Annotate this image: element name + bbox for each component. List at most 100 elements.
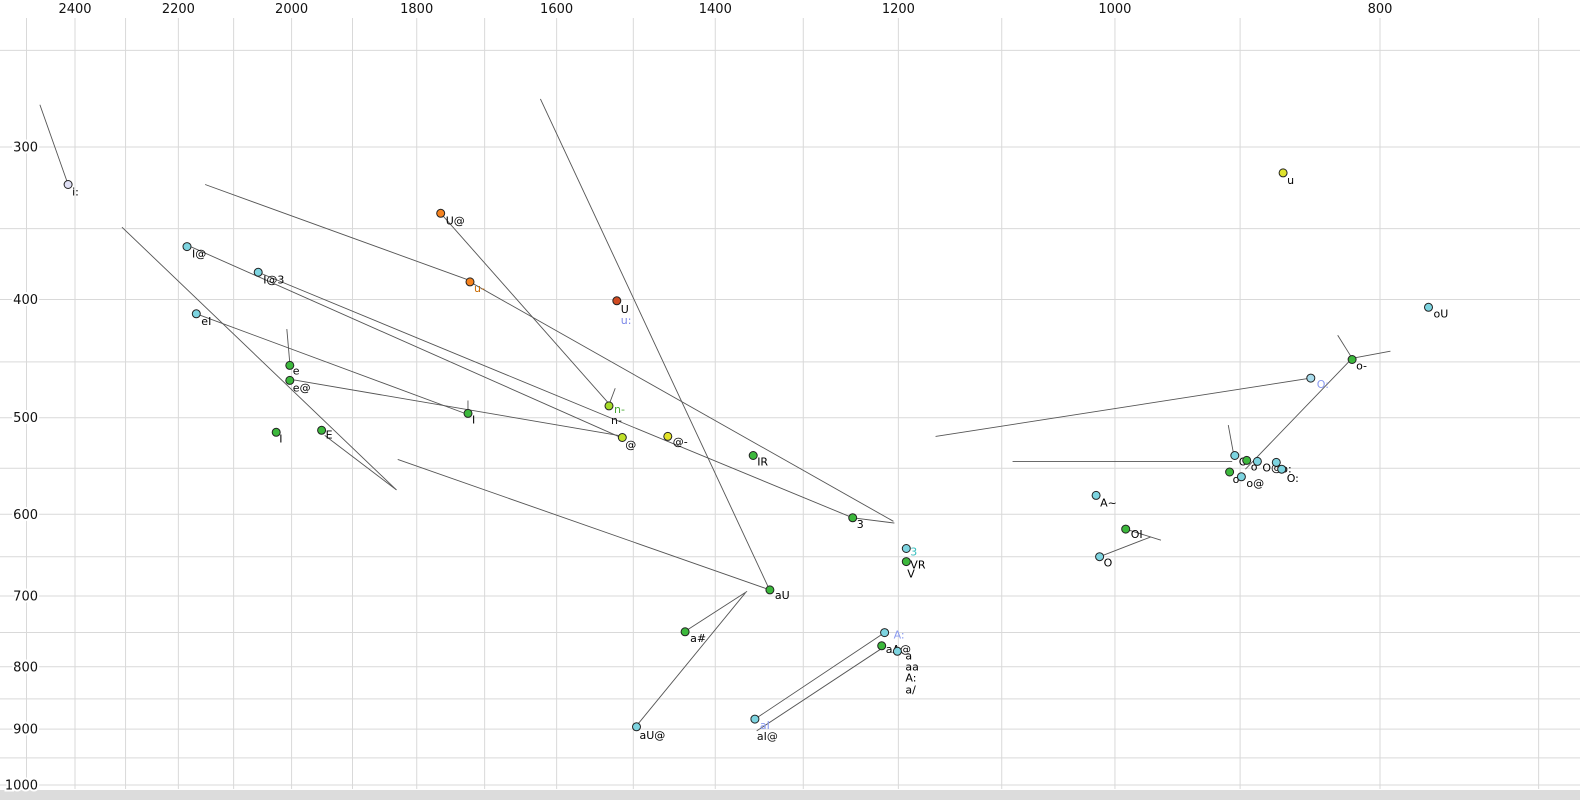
data-point-O: — [1306, 373, 1316, 383]
trajectory-line-0 — [39, 104, 69, 185]
point-label-a#: a# — [690, 632, 706, 645]
point-label-aU@: aU@ — [640, 729, 666, 742]
point-label-aI@: aI@ — [757, 730, 778, 743]
data-point-e@ — [285, 375, 295, 385]
trajectory-line-17 — [1099, 536, 1152, 558]
data-point-u- — [465, 277, 475, 287]
trajectory-line-6 — [196, 313, 469, 415]
point-label-I: I — [472, 413, 475, 426]
trajectory-line-21 — [1337, 335, 1352, 357]
y-tick-label-1000: 1000 — [5, 779, 38, 794]
trajectory-line-16 — [1125, 528, 1162, 541]
bottom-strip — [0, 790, 1580, 800]
trajectory-line-22 — [1227, 424, 1234, 454]
y-tick-label-800: 800 — [13, 660, 38, 675]
trajectory-line-8 — [289, 378, 619, 436]
data-point-A: — [880, 628, 890, 638]
trajectory-line-1 — [204, 184, 471, 281]
point-label-I@3: I@3 — [263, 273, 284, 286]
data-point-O — [1230, 451, 1240, 460]
point-label-aa: aa — [905, 660, 918, 673]
point-label-U@: U@ — [446, 214, 465, 227]
data-point-IR — [748, 451, 758, 460]
trajectory-line-20 — [1245, 358, 1353, 470]
data-point-E — [317, 425, 327, 435]
point-label-o-: o- — [1356, 360, 1367, 373]
y-tick-label-700: 700 — [13, 590, 38, 605]
trajectory-line-15 — [756, 646, 884, 732]
data-point-I — [463, 408, 473, 418]
point-label-a: a — [905, 649, 912, 662]
point-label-n-: n- — [611, 414, 622, 427]
y-tick-label-600: 600 — [13, 508, 38, 523]
data-point-eI — [191, 309, 201, 319]
point-label-e: e — [293, 364, 300, 377]
data-point-I@ — [182, 242, 192, 252]
trajectory-line-7 — [286, 329, 291, 364]
point-label-3: 3 — [910, 546, 917, 559]
data-point-I@3 — [253, 267, 263, 277]
trajectory-line-3 — [121, 226, 397, 491]
data-point-3 — [848, 513, 858, 523]
point-label-@-: @- — [673, 435, 688, 448]
data-point-A~ — [1091, 490, 1101, 500]
point-label-e@: e@ — [293, 381, 311, 394]
point-label-VR: VR — [910, 559, 926, 572]
point-label-3: 3 — [857, 518, 864, 531]
trajectory-line-10 — [540, 98, 771, 591]
trajectory-line-11 — [397, 459, 771, 591]
data-point-VR — [901, 557, 911, 567]
point-label-OI: OI — [1131, 528, 1143, 541]
trajectory-line-19 — [935, 377, 1311, 437]
trajectory-line-13 — [635, 592, 746, 728]
y-tick-label-900: 900 — [13, 723, 38, 738]
point-label-o:: o: — [1281, 462, 1291, 475]
point-label-eI: eI — [201, 315, 211, 328]
trajectory-line-12 — [684, 591, 748, 633]
point-label-I: I — [279, 432, 282, 445]
data-point-U — [612, 296, 622, 306]
point-label-@: @ — [625, 439, 636, 452]
point-label-E: E — [326, 428, 333, 441]
point-label-oU: oU — [1434, 307, 1449, 320]
point-label-O: O — [1104, 557, 1113, 570]
data-point-aU@ — [632, 722, 641, 732]
trajectory-line-2 — [440, 213, 610, 405]
data-point-n- — [604, 401, 614, 411]
data-point-@- — [663, 431, 673, 441]
x-tick-label-1200: 1200 — [882, 2, 915, 17]
x-tick-label-2400: 2400 — [58, 2, 91, 17]
point-label-V: V — [907, 568, 915, 581]
data-point-aU — [765, 585, 775, 595]
point-label-IR: IR — [757, 456, 768, 469]
data-point-a — [892, 646, 902, 656]
point-label-u-: u- — [474, 282, 485, 295]
x-tick-label-1600: 1600 — [540, 2, 573, 17]
data-point-o — [1225, 467, 1235, 477]
x-tick-label-2200: 2200 — [162, 2, 195, 17]
x-tick-label-1800: 1800 — [400, 2, 433, 17]
point-label-a/: a/ — [905, 683, 916, 696]
point-label-I@: I@ — [192, 248, 206, 261]
data-point-oU — [1424, 302, 1433, 312]
point-label-A:: A: — [894, 629, 905, 642]
point-label-O:: O: — [1287, 472, 1299, 485]
data-point-aA@ — [877, 641, 887, 651]
x-tick-label-800: 800 — [1368, 2, 1393, 17]
data-point-@ — [617, 433, 627, 442]
y-tick-label-300: 300 — [13, 141, 38, 156]
trajectory-line-27 — [1352, 350, 1391, 359]
data-point-U@ — [436, 208, 446, 218]
point-label-A:: A: — [905, 671, 916, 684]
data-point-O: — [1277, 464, 1287, 474]
data-point-o- — [1347, 355, 1357, 364]
point-label-i:: i: — [72, 186, 79, 199]
point-label-A~: A~ — [1100, 496, 1117, 509]
x-tick-label-1000: 1000 — [1098, 2, 1131, 17]
point-label-o: o — [1251, 460, 1258, 473]
point-label-aU: aU — [775, 589, 790, 602]
point-label-u: u — [1287, 174, 1294, 187]
trajectory-line-25 — [852, 517, 895, 524]
